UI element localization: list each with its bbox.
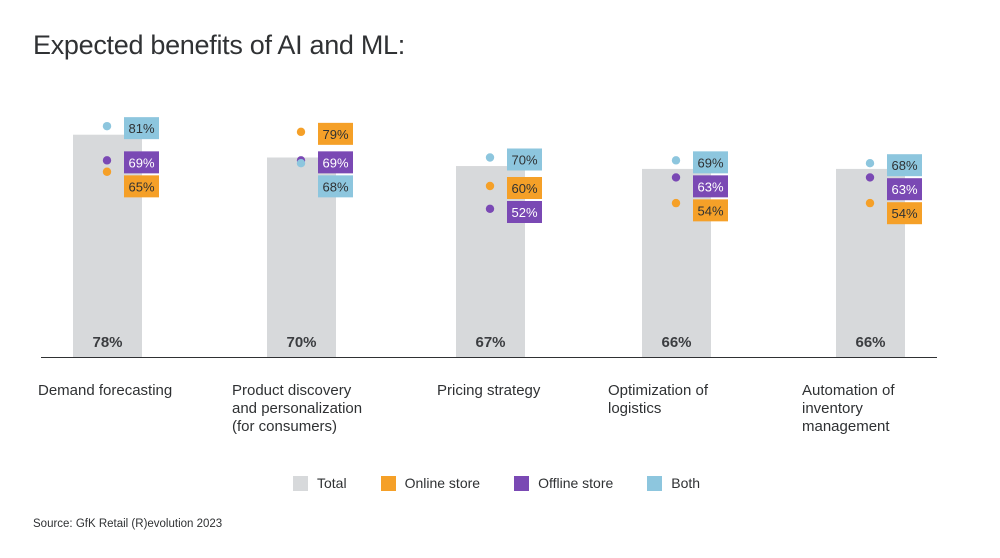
category-label: Optimization of logistics [608, 382, 709, 417]
online-point [671, 198, 681, 208]
chart-canvas: 78% 65% 69% 81% 70% 79% 69% 68% 67% 60% 52% 70% 66% 5… [41, 117, 937, 358]
online-label-box [507, 177, 542, 199]
both-label-box [693, 151, 728, 174]
category-group-0: 78% 65% 69% 81% [73, 117, 159, 357]
offline-value-label: 69% [128, 155, 154, 170]
both-point [102, 121, 112, 131]
online-point [296, 127, 306, 137]
legend-swatch [647, 475, 663, 491]
legend-label: Online store [404, 475, 481, 491]
category-label: Pricing strategy [437, 382, 541, 399]
offline-point [865, 173, 875, 182]
online-label-box [887, 202, 922, 225]
both-value-label: 68% [891, 158, 917, 173]
offline-label-box [693, 175, 728, 198]
category-label: Demand forecasting [38, 382, 173, 399]
legend-item: Total [293, 475, 347, 491]
both-label-box [124, 117, 159, 140]
total-bar-label: 66% [855, 334, 885, 351]
total-bar-label: 78% [92, 334, 122, 351]
both-value-label: 68% [322, 179, 348, 194]
total-bar-label: 66% [661, 334, 691, 351]
offline-point [102, 156, 112, 165]
both-point [485, 153, 495, 162]
online-point [102, 167, 112, 176]
offline-point [485, 204, 495, 213]
both-label-box [887, 154, 922, 177]
category-label: Automation of inventory management [802, 382, 895, 435]
online-point [865, 198, 875, 208]
online-label-box [318, 122, 353, 145]
legend-swatch [380, 475, 396, 491]
chart-title: Expected benefits of AI and ML: [33, 30, 405, 60]
online-value-label: 54% [891, 206, 917, 221]
legend-item: Both [647, 475, 700, 491]
offline-label-box [318, 151, 353, 174]
online-point [485, 181, 495, 191]
chart-legend: Total Online store Offline store Both [293, 475, 734, 491]
online-label-box [124, 175, 159, 198]
legend-label: Offline store [538, 475, 614, 491]
both-value-label: 70% [511, 153, 537, 168]
offline-label-box [887, 178, 922, 201]
offline-point [671, 173, 681, 182]
category-label: Product discovery and personalization (f… [232, 382, 363, 435]
both-point [671, 156, 681, 165]
offline-value-label: 63% [697, 179, 723, 194]
both-label-box [507, 148, 542, 171]
offline-value-label: 52% [511, 205, 537, 220]
online-value-label: 79% [322, 127, 348, 142]
legend-label: Total [317, 475, 347, 491]
both-label-box [318, 175, 353, 198]
online-value-label: 65% [128, 179, 154, 194]
total-bar-label: 67% [475, 334, 505, 351]
offline-value-label: 63% [891, 182, 917, 197]
online-value-label: 54% [697, 203, 723, 218]
offline-label-box [124, 151, 159, 174]
both-point [865, 159, 875, 168]
category-group-4: 66% 54% 63% 68% [836, 154, 922, 357]
legend-swatch [514, 475, 530, 491]
offline-value-label: 69% [322, 155, 348, 170]
offline-label-box [507, 201, 542, 223]
category-group-1: 70% 79% 69% 68% [267, 122, 353, 357]
legend-swatch [293, 475, 308, 491]
both-point [296, 159, 306, 168]
online-value-label: 60% [511, 181, 537, 196]
category-group-3: 66% 54% 63% 69% [642, 151, 728, 357]
legend-item: Offline store [514, 475, 613, 491]
legend-item: Online store [380, 475, 481, 491]
source-note: Source: GfK Retail (R)evolution 2023 [33, 518, 223, 530]
category-group-2: 67% 60% 52% 70% [456, 148, 542, 357]
legend-label: Both [671, 475, 701, 491]
total-bar-label: 70% [286, 334, 316, 351]
online-label-box [693, 199, 728, 222]
both-value-label: 69% [697, 155, 723, 170]
both-value-label: 81% [128, 121, 154, 136]
